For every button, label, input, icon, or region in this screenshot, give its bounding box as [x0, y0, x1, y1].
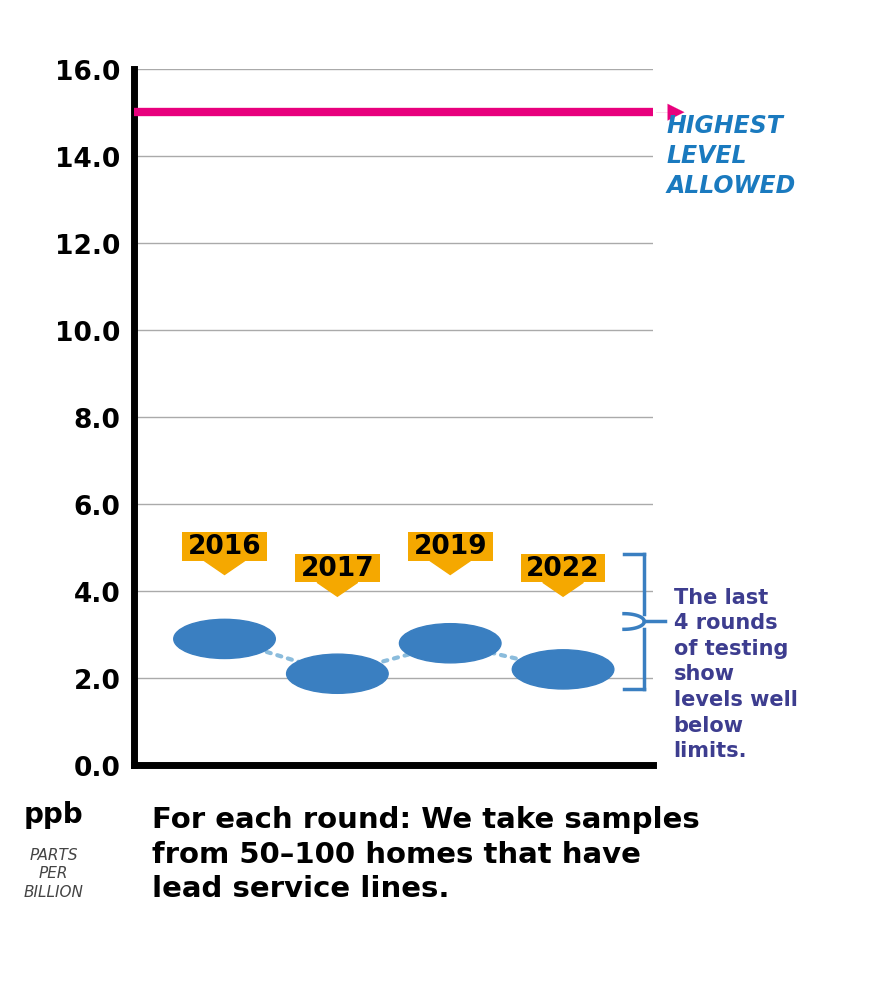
- Text: HIGHEST
LEVEL
ALLOWED: HIGHEST LEVEL ALLOWED: [666, 114, 795, 198]
- Text: 2019: 2019: [413, 534, 486, 560]
- FancyBboxPatch shape: [408, 533, 492, 561]
- Polygon shape: [316, 582, 358, 596]
- FancyBboxPatch shape: [295, 555, 379, 582]
- Circle shape: [511, 650, 613, 689]
- FancyBboxPatch shape: [182, 533, 266, 561]
- Text: The last
4 rounds
of testing
show
levels well
below
limits.: The last 4 rounds of testing show levels…: [673, 587, 797, 760]
- FancyBboxPatch shape: [520, 555, 604, 582]
- Polygon shape: [542, 582, 583, 596]
- Text: 2022: 2022: [526, 556, 599, 581]
- Circle shape: [173, 619, 275, 659]
- Polygon shape: [204, 561, 245, 575]
- Text: 2016: 2016: [188, 534, 261, 560]
- Circle shape: [399, 624, 501, 663]
- Text: PARTS
PER
BILLION: PARTS PER BILLION: [24, 847, 83, 899]
- Text: 2017: 2017: [300, 556, 374, 581]
- Polygon shape: [429, 561, 470, 575]
- Circle shape: [286, 654, 388, 694]
- Text: ppb: ppb: [24, 800, 83, 828]
- Text: For each round: We take samples
from 50–100 homes that have
lead service lines.: For each round: We take samples from 50–…: [152, 805, 699, 903]
